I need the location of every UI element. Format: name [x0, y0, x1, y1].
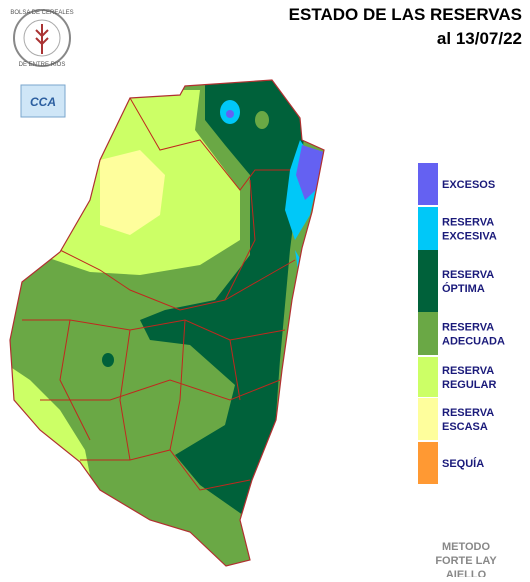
- legend-label: RESERVA: [442, 217, 494, 229]
- legend-swatch: [418, 357, 438, 397]
- logo-text: BOLSA DE CEREALES: [10, 10, 73, 16]
- logo-text: DE ENTRE RIOS: [19, 62, 66, 68]
- legend-label: EXCESIVA: [442, 231, 497, 243]
- legend-swatch: [418, 250, 438, 312]
- date: al 13/07/22: [437, 29, 522, 48]
- legend-label: EXCESOS: [442, 179, 495, 191]
- legend-swatch: [418, 163, 438, 205]
- legend-swatch: [418, 442, 438, 484]
- legend-label: ÓPTIMA: [442, 282, 485, 295]
- legend-label: RESERVA: [442, 407, 494, 419]
- legend: EXCESOSRESERVAEXCESIVARESERVAÓPTIMARESER…: [418, 163, 505, 484]
- legend-label: RESERVA: [442, 269, 494, 281]
- legend-label: ESCASA: [442, 421, 488, 433]
- legend-swatch: [418, 398, 438, 440]
- bolsa-logo: BOLSA DE CEREALES DE ENTRE RIOS: [10, 9, 74, 68]
- legend-label: RESERVA: [442, 365, 494, 377]
- title: ESTADO DE LAS RESERVAS: [289, 5, 522, 24]
- method-text: METODO: [442, 541, 491, 553]
- method-text: FORTE LAY: [435, 555, 497, 567]
- legend-swatch: [418, 207, 438, 250]
- cca-text: CCA: [30, 95, 56, 109]
- legend-label: ADECUADA: [442, 336, 505, 348]
- legend-swatch: [418, 312, 438, 355]
- cca-logo: CCA: [20, 84, 66, 118]
- legend-label: SEQUÍA: [442, 457, 484, 470]
- legend-label: REGULAR: [442, 379, 496, 391]
- method-text: AIELLO: [446, 569, 487, 577]
- method: METODO FORTE LAY AIELLO: [435, 541, 497, 581]
- province-outline: [9, 79, 325, 567]
- legend-label: RESERVA: [442, 322, 494, 334]
